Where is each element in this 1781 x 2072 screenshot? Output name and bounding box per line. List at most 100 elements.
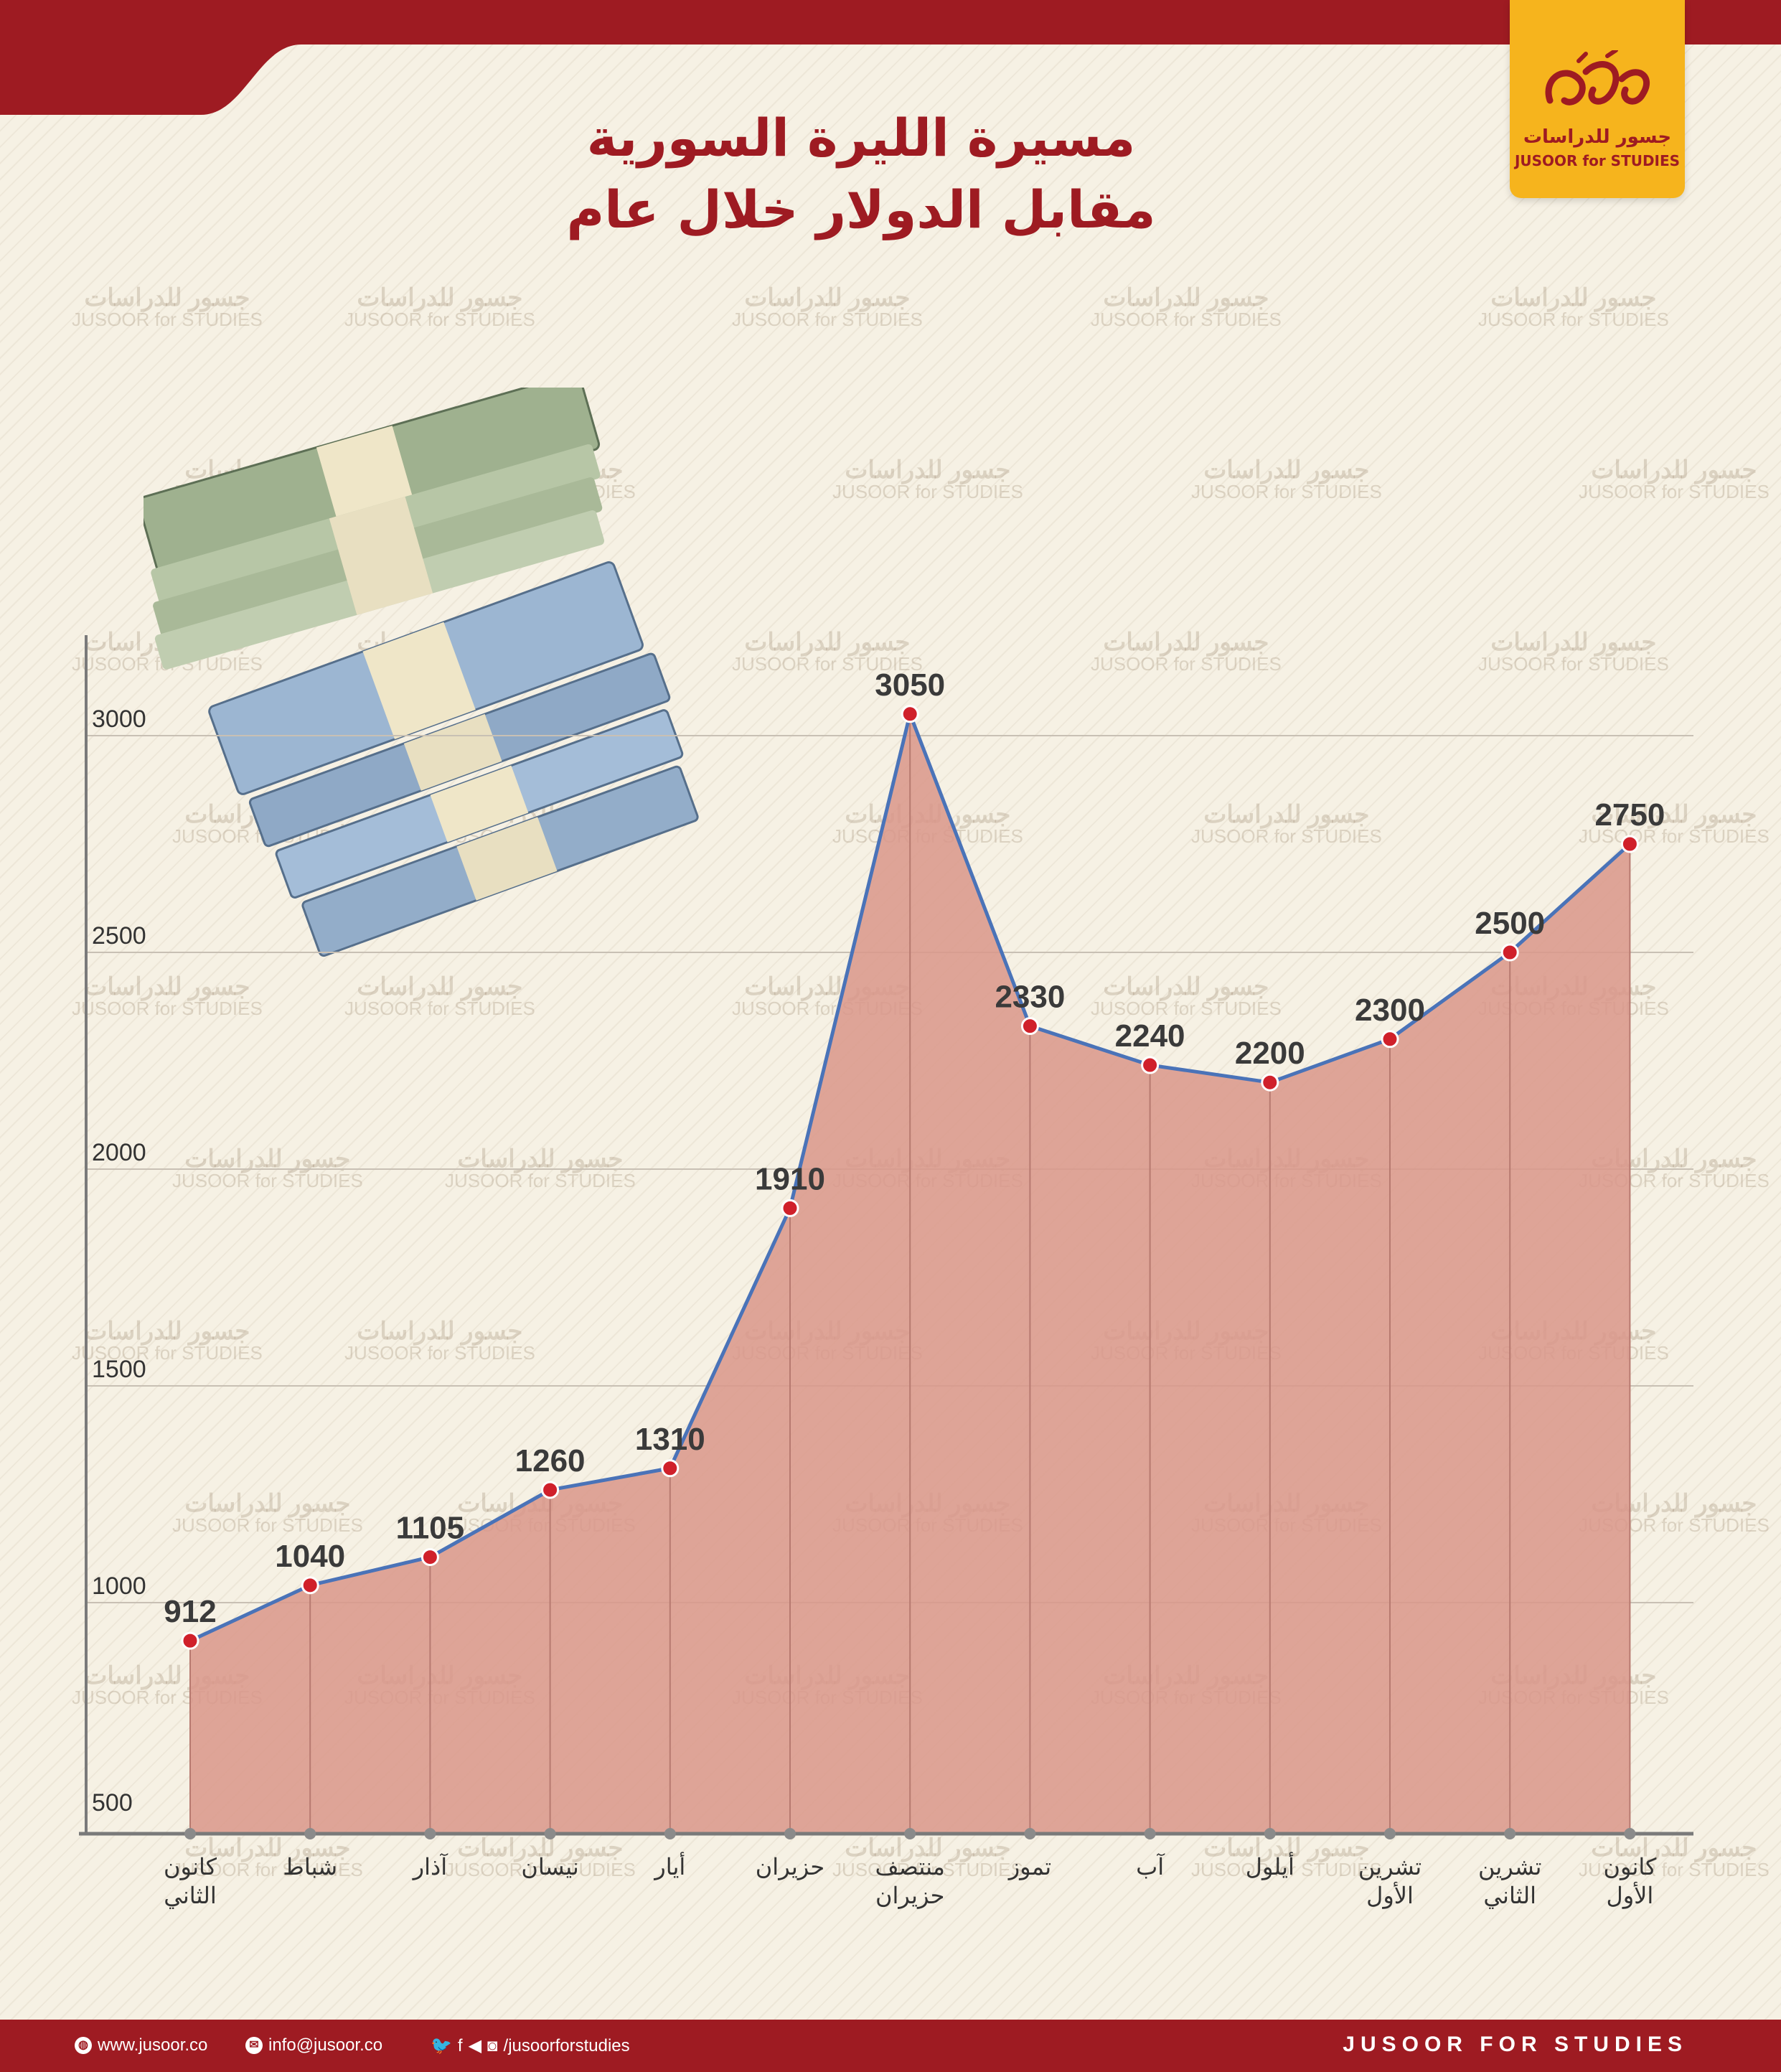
data-point bbox=[1261, 1073, 1279, 1092]
watermark-arabic: جسور للدراسات bbox=[845, 1834, 1011, 1862]
watermark-english: JUSOOR for STUDIES bbox=[1091, 998, 1282, 1019]
watermark-arabic: جسور للدراسات bbox=[357, 1318, 523, 1345]
watermark-english: JUSOOR for STUDIES bbox=[1191, 825, 1382, 847]
instagram-icon: ◙ bbox=[487, 2035, 498, 2055]
watermark-arabic: جسور للدراسات bbox=[1490, 629, 1657, 656]
watermark-english: JUSOOR for STUDIES bbox=[72, 1342, 263, 1364]
watermark-english: JUSOOR for STUDIES bbox=[1579, 481, 1770, 502]
calligraphy-logo-icon bbox=[1545, 50, 1650, 106]
data-label: 2300 bbox=[1355, 993, 1425, 1028]
footer-social[interactable]: 🐦 f ◀ ◙ /jusoorforstudies bbox=[431, 2035, 630, 2056]
x-tick-label-line: آذار bbox=[412, 1852, 449, 1880]
x-tick-label-line: أيلول bbox=[1246, 1852, 1294, 1880]
watermark-english: JUSOOR for STUDIES bbox=[1191, 481, 1382, 502]
footer-email[interactable]: ✉ info@jusoor.co bbox=[245, 2035, 382, 2055]
x-tick-label-line: الأول bbox=[1606, 1881, 1653, 1909]
x-tick-label: آذار bbox=[412, 1852, 449, 1880]
x-tick-dot bbox=[184, 1828, 196, 1839]
watermark-arabic: جسور للدراسات bbox=[184, 1490, 351, 1517]
watermark-arabic: جسور للدراسات bbox=[84, 284, 250, 311]
footer-social-text: /jusoorforstudies bbox=[503, 2035, 630, 2055]
top-banner bbox=[0, 0, 1781, 115]
data-point bbox=[301, 1576, 319, 1595]
footer-website[interactable]: ◍ www.jusoor.co bbox=[75, 2035, 207, 2055]
chart-title-line2: مقابل الدولار خلال عام bbox=[566, 179, 1156, 240]
y-tick-label: 2000 bbox=[92, 1139, 146, 1166]
x-tick-dot bbox=[304, 1828, 316, 1839]
data-label: 1105 bbox=[396, 1511, 464, 1546]
watermark-english: JUSOOR for STUDIES bbox=[445, 1170, 636, 1191]
watermark-english: JUSOOR for STUDIES bbox=[1091, 653, 1282, 675]
x-tick-label-line: تموز bbox=[1007, 1854, 1051, 1880]
x-tick-label-line: نيسان bbox=[521, 1854, 578, 1880]
x-tick-label: تموز bbox=[1007, 1854, 1051, 1880]
watermark-arabic: جسور للدراسات bbox=[1203, 801, 1370, 828]
watermark-english: JUSOOR for STUDIES bbox=[1579, 825, 1770, 847]
x-tick-label: تشرين الأول bbox=[1358, 1854, 1421, 1909]
x-tick-label-line: آب bbox=[1136, 1852, 1165, 1880]
watermark-arabic: جسور للدراسات bbox=[1591, 1834, 1757, 1862]
x-tick-dot bbox=[664, 1828, 676, 1839]
footer-website-text: www.jusoor.co bbox=[98, 2035, 208, 2055]
watermark-arabic: جسور للدراسات bbox=[84, 973, 250, 1000]
data-label: 2200 bbox=[1235, 1036, 1305, 1071]
watermark-arabic: جسور للدراسات bbox=[1103, 629, 1269, 656]
watermark-english: JUSOOR for STUDIES bbox=[1579, 1859, 1770, 1880]
x-tick-dot bbox=[544, 1828, 556, 1839]
data-label: 1910 bbox=[755, 1161, 825, 1196]
x-tick-label-line: الثاني bbox=[1483, 1883, 1536, 1909]
x-tick-label: منتصف حزيران bbox=[875, 1854, 945, 1909]
x-tick-dot bbox=[1024, 1828, 1036, 1839]
logo-english-text: JUSOOR for STUDIES bbox=[1514, 152, 1681, 169]
twitter-icon: 🐦 bbox=[431, 2036, 452, 2055]
watermark-arabic: جسور للدراسات bbox=[1203, 456, 1370, 484]
jusoor-logo[interactable]: جسور للدراسات JUSOOR for STUDIES bbox=[1510, 0, 1685, 198]
x-tick-label-line: الثاني bbox=[164, 1883, 217, 1909]
telegram-icon: ◀ bbox=[468, 2036, 482, 2055]
watermark-arabic: جسور للدراسات bbox=[357, 973, 523, 1000]
x-tick-label-line: تشرين bbox=[1478, 1854, 1541, 1880]
watermark-arabic: جسور للدراسات bbox=[744, 629, 911, 656]
data-label: 3050 bbox=[875, 667, 945, 703]
watermark-english: JUSOOR for STUDIES bbox=[172, 1859, 363, 1880]
watermark-english: JUSOOR for STUDIES bbox=[72, 998, 263, 1019]
watermark-arabic: جسور للدراسات bbox=[84, 1318, 250, 1345]
data-point bbox=[541, 1481, 560, 1499]
watermark-arabic: جسور للدراسات bbox=[1591, 456, 1757, 484]
x-tick-label-line: كانون bbox=[164, 1854, 217, 1880]
y-tick-label: 1000 bbox=[92, 1572, 146, 1600]
x-tick-label: تشرين الثاني bbox=[1478, 1854, 1541, 1909]
x-tick-dot bbox=[1504, 1828, 1516, 1839]
data-label: 1040 bbox=[275, 1539, 345, 1574]
data-point bbox=[661, 1459, 680, 1478]
y-tick-label: 500 bbox=[92, 1789, 133, 1816]
data-label: 2500 bbox=[1475, 906, 1545, 941]
data-point bbox=[1500, 943, 1519, 962]
x-tick-label: كانون الأول bbox=[1603, 1854, 1657, 1909]
x-tick-label-line: تشرين bbox=[1358, 1854, 1421, 1880]
x-tick-label-line: شباط bbox=[283, 1854, 337, 1880]
footer-brand: JUSOOR FOR STUDIES bbox=[1343, 2033, 1688, 2056]
chart-title-line1: مسيرة الليرة السورية bbox=[586, 108, 1136, 168]
data-label: 1260 bbox=[515, 1443, 586, 1478]
x-tick-label-line: حزيران bbox=[875, 1883, 944, 1909]
data-point bbox=[1020, 1017, 1039, 1036]
y-tick-label: 2500 bbox=[92, 922, 146, 950]
footer-bar: ◍ www.jusoor.co ✉ info@jusoor.co 🐦 f ◀ ◙… bbox=[0, 2020, 1781, 2072]
x-tick-label: شباط bbox=[283, 1854, 337, 1880]
watermark-english: JUSOOR for STUDIES bbox=[344, 998, 535, 1019]
x-tick-dot bbox=[1624, 1828, 1636, 1839]
watermark-english: JUSOOR for STUDIES bbox=[1478, 309, 1669, 330]
data-label: 2750 bbox=[1594, 797, 1665, 833]
data-point bbox=[901, 705, 919, 723]
